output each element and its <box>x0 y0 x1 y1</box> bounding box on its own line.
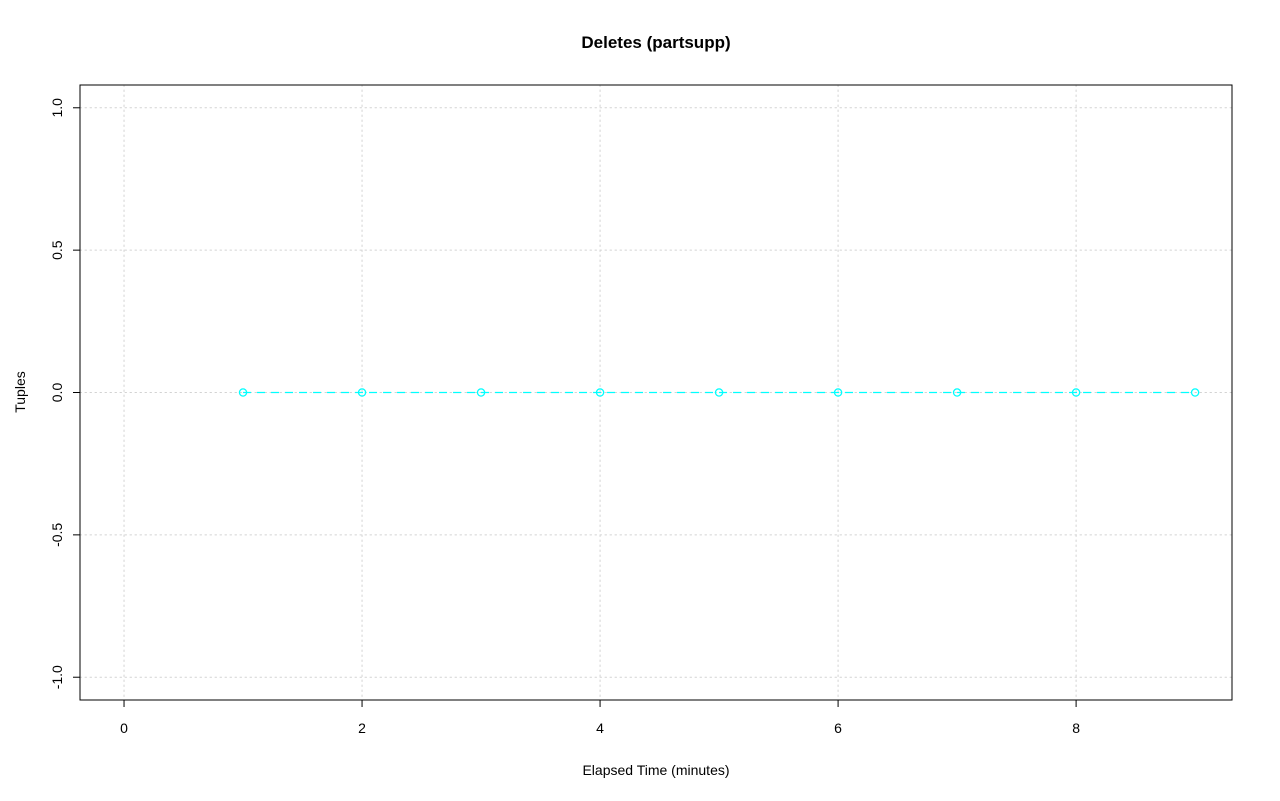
y-tick-label: 1.0 <box>49 98 65 118</box>
x-axis-label: Elapsed Time (minutes) <box>582 762 730 778</box>
data-point <box>952 388 962 397</box>
x-tick-label: 2 <box>358 720 366 736</box>
x-tick-label: 0 <box>120 720 128 736</box>
series-markers <box>238 388 1200 397</box>
y-tick-label: 0.0 <box>49 383 65 403</box>
x-tick-label: 4 <box>596 720 604 736</box>
tick-labels: 0 2 4 6 8 -1.0 -0.5 0.0 0.5 1.0 <box>49 98 1080 736</box>
y-tick-label: -0.5 <box>49 523 65 547</box>
data-point <box>714 388 724 397</box>
y-tick-label: -1.0 <box>49 665 65 689</box>
tick-marks <box>73 107 1077 707</box>
y-axis-label: Tuples <box>12 371 28 413</box>
data-point <box>595 388 605 397</box>
data-point <box>357 388 367 397</box>
data-point <box>1190 388 1200 397</box>
y-tick-label: 0.5 <box>49 240 65 260</box>
data-point <box>833 388 843 397</box>
data-point <box>1071 388 1081 397</box>
x-tick-label: 8 <box>1072 720 1080 736</box>
chart-title: Deletes (partsupp) <box>581 33 731 52</box>
data-point <box>238 388 248 397</box>
x-tick-label: 6 <box>834 720 842 736</box>
data-point <box>476 388 486 397</box>
